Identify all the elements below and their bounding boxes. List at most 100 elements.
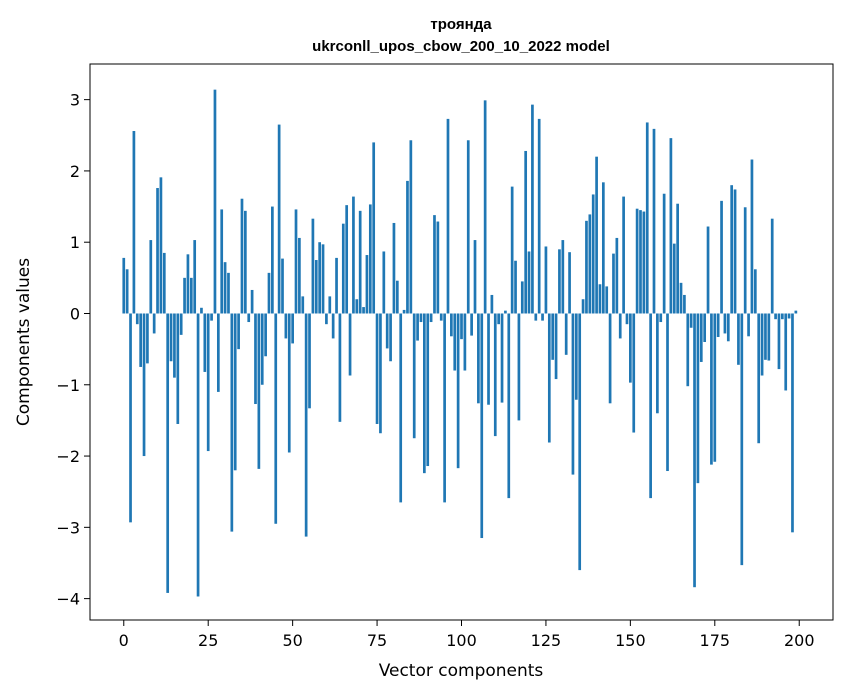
bar-component-75 (375, 313, 379, 424)
x-tick-label: 200 (784, 631, 815, 650)
bar-component-20 (189, 277, 193, 314)
bar-component-21 (193, 240, 197, 314)
bar-component-19 (186, 254, 190, 314)
bar-component-80 (392, 222, 396, 314)
bar-component-172 (703, 313, 707, 342)
y-tick-label: 2 (70, 162, 80, 181)
bar-component-191 (767, 313, 771, 361)
bar-component-155 (645, 122, 649, 314)
bar-component-35 (240, 198, 244, 314)
y-tick-label: −2 (56, 447, 80, 466)
plot-frame (89, 63, 834, 621)
bar-component-66 (345, 205, 349, 314)
bar-component-26 (210, 313, 213, 321)
bar-component-154 (642, 211, 646, 314)
bar-component-28 (216, 313, 220, 392)
bar-component-199 (794, 310, 798, 314)
bar-component-107 (483, 100, 487, 314)
bar-component-86 (412, 313, 416, 439)
bar-component-50 (291, 313, 294, 344)
bar-component-164 (676, 203, 679, 314)
bar-component-169 (693, 313, 696, 588)
bar-component-163 (672, 243, 676, 314)
bar-component-142 (601, 182, 605, 314)
x-tick-label: 150 (615, 631, 646, 650)
bar-component-175 (713, 313, 717, 462)
bar-component-180 (730, 185, 734, 314)
bar-component-59 (321, 244, 325, 314)
bar-component-173 (706, 226, 710, 314)
bar-component-71 (362, 307, 365, 314)
bar-component-152 (635, 208, 639, 314)
bar-component-78 (385, 313, 389, 349)
bar-component-92 (433, 215, 436, 314)
bar-component-36 (244, 210, 247, 314)
chart-subtitle: ukrconll_upos_cbow_200_10_2022 model (312, 38, 610, 55)
bar-component-81 (395, 280, 399, 314)
bar-component-79 (389, 313, 392, 362)
bar-component-112 (500, 313, 504, 403)
bar-component-183 (740, 313, 744, 566)
bar-component-34 (237, 313, 240, 350)
bar-component-77 (382, 251, 386, 314)
bar-component-190 (764, 313, 767, 360)
bar-component-74 (372, 142, 376, 314)
bar-component-93 (436, 221, 440, 314)
bar-component-196 (784, 313, 788, 391)
bar-component-47 (281, 258, 284, 314)
bar-component-193 (774, 313, 777, 320)
bar-component-64 (338, 313, 342, 422)
bar-component-171 (699, 313, 703, 362)
bar-component-150 (629, 313, 632, 383)
bar-component-121 (531, 104, 534, 314)
bar-component-111 (497, 313, 500, 325)
bar-component-16 (176, 313, 180, 424)
bar-component-103 (470, 313, 473, 336)
bar-component-148 (622, 196, 625, 314)
x-tick-label: 125 (531, 631, 562, 650)
bar-component-131 (564, 313, 568, 355)
bar-component-137 (585, 220, 588, 314)
bar-component-166 (683, 294, 686, 314)
bar-component-58 (318, 242, 321, 314)
x-axis-label: Vector components (379, 661, 544, 681)
bar-component-12 (162, 252, 166, 314)
bar-component-149 (625, 313, 629, 325)
bar-component-76 (379, 313, 382, 434)
bar-component-73 (368, 204, 372, 314)
bar-component-41 (260, 313, 264, 385)
bar-component-25 (206, 313, 210, 452)
bar-component-32 (230, 313, 234, 532)
x-tick-label: 75 (367, 631, 387, 650)
bar-component-132 (568, 252, 571, 314)
bar-component-102 (466, 140, 470, 314)
bar-component-134 (574, 313, 578, 400)
bar-component-128 (554, 313, 558, 380)
bar-component-56 (311, 218, 315, 314)
bar-component-40 (257, 313, 261, 469)
bar-component-170 (696, 313, 700, 484)
bar-component-136 (581, 299, 585, 314)
bar-component-6 (142, 313, 146, 457)
bar-component-22 (196, 313, 200, 597)
bar-component-188 (757, 313, 761, 444)
bar-component-158 (656, 313, 659, 414)
bar-component-49 (287, 313, 291, 453)
bar-component-195 (780, 313, 784, 320)
bar-component-125 (544, 246, 548, 314)
bar-component-57 (314, 260, 318, 314)
bar-component-55 (308, 313, 311, 409)
bar-series (122, 89, 798, 597)
bar-component-94 (439, 313, 443, 321)
bar-component-181 (733, 189, 737, 314)
y-tick-label: −3 (56, 518, 80, 537)
bar-component-177 (720, 200, 723, 314)
bar-component-120 (527, 251, 531, 314)
bar-component-38 (250, 289, 254, 314)
bar-component-167 (686, 313, 690, 387)
bar-component-99 (456, 313, 460, 469)
bar-component-101 (463, 313, 467, 371)
bar-component-5 (139, 313, 143, 367)
bar-component-185 (747, 313, 750, 337)
y-tick-label: 1 (70, 233, 80, 252)
